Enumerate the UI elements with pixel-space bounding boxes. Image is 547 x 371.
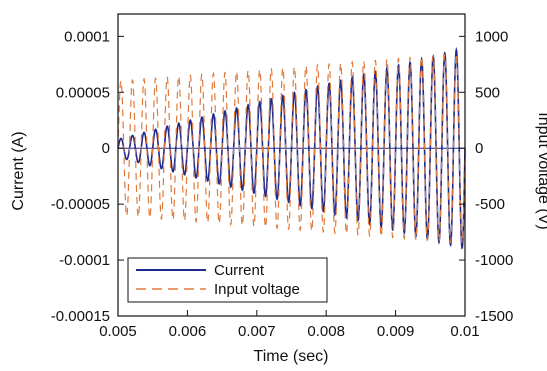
y-right-tick-label: -1000 bbox=[475, 252, 513, 269]
y-left-tick-label: 0.00005 bbox=[56, 84, 110, 101]
y-right-tick-label: -1500 bbox=[475, 308, 513, 325]
y-left-tick-label: 0 bbox=[102, 140, 110, 157]
series-line-current bbox=[117, 46, 466, 250]
y-axis-right-label: Input voltage (V) bbox=[535, 112, 547, 229]
x-tick-label: 0.005 bbox=[99, 323, 137, 340]
y-axis-left-label: Current (A) bbox=[10, 131, 27, 210]
x-axis-label: Time (sec) bbox=[254, 348, 329, 365]
legend: Current Input voltage bbox=[127, 257, 328, 303]
x-tick-label: 0.008 bbox=[307, 323, 345, 340]
axes-layer: 0.005 0.006 0.007 0.008 0.009 0.01 0.0001 0.000… bbox=[51, 13, 513, 340]
plot-layer bbox=[117, 46, 466, 250]
y-left-tick-label: 0.0001 bbox=[64, 28, 110, 45]
x-tick-label: 0.009 bbox=[377, 323, 415, 340]
y-right-tick-label: 500 bbox=[475, 84, 500, 101]
y-left-tick-label: -0.00005 bbox=[51, 196, 110, 213]
x-tick-label: 0.006 bbox=[169, 323, 207, 340]
y-right-tick-label: -500 bbox=[475, 196, 505, 213]
legend-box bbox=[127, 257, 328, 303]
y-left-tick-label: -0.0001 bbox=[59, 252, 110, 269]
x-tick-label: 0.01 bbox=[450, 323, 479, 340]
y-left-tick-label: -0.00015 bbox=[51, 308, 110, 325]
legend-label-current: Current bbox=[214, 262, 265, 279]
y-right-tick-label: 0 bbox=[475, 140, 483, 157]
plot-frame bbox=[117, 13, 466, 317]
x-tick-label: 0.007 bbox=[238, 323, 276, 340]
legend-label-input-voltage: Input voltage bbox=[214, 281, 300, 298]
y-right-tick-label: 1000 bbox=[475, 28, 508, 45]
